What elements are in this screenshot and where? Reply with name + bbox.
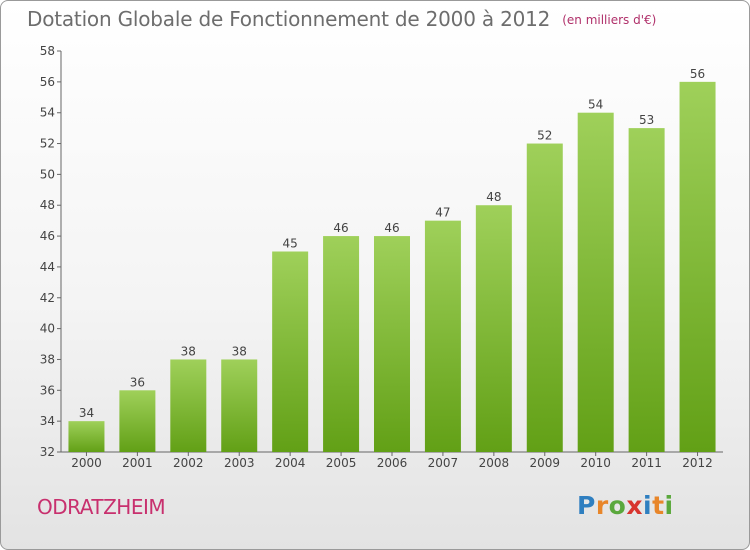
x-tick-label: 2009 <box>529 456 560 470</box>
bar <box>374 236 410 452</box>
y-tick-label: 54 <box>40 106 55 120</box>
logo-letter: o <box>608 491 627 520</box>
y-tick-label: 36 <box>40 383 55 397</box>
x-tick-label: 2002 <box>173 456 204 470</box>
y-tick-label: 46 <box>40 229 55 243</box>
bar <box>68 421 105 452</box>
y-tick-label: 56 <box>40 75 55 89</box>
proxiti-logo[interactable]: Proxiti <box>577 491 674 520</box>
bar-value-label: 48 <box>486 190 501 204</box>
bar-value-label: 46 <box>333 221 348 235</box>
logo-letter: i <box>643 491 653 520</box>
bar-value-label: 52 <box>537 129 552 143</box>
y-tick-label: 50 <box>40 167 55 181</box>
bar-value-label: 38 <box>181 344 196 358</box>
y-tick-label: 34 <box>40 414 55 428</box>
y-tick-label: 44 <box>40 260 55 274</box>
logo-letter: r <box>595 491 609 520</box>
bar <box>628 128 665 452</box>
x-tick-label: 2012 <box>682 456 713 470</box>
bar <box>526 143 563 453</box>
x-tick-label: 2008 <box>479 456 510 470</box>
logo-letter: P <box>577 491 596 520</box>
y-tick-label: 38 <box>40 352 55 366</box>
x-tick-label: 2007 <box>428 456 459 470</box>
y-tick-label: 52 <box>40 137 55 151</box>
x-tick-label: 2005 <box>326 456 357 470</box>
bar <box>323 236 360 452</box>
bar <box>272 251 309 452</box>
y-tick-label: 58 <box>40 44 55 58</box>
y-tick-label: 42 <box>40 291 55 305</box>
logo-letter: i <box>664 491 674 520</box>
bar <box>170 359 207 452</box>
y-tick-label: 48 <box>40 198 55 212</box>
bar <box>424 220 461 452</box>
x-tick-label: 2001 <box>122 456 153 470</box>
bar-value-label: 54 <box>588 98 603 112</box>
x-tick-label: 2010 <box>580 456 611 470</box>
commune-name: ODRATZHEIM <box>37 495 166 519</box>
y-tick-label: 40 <box>40 322 55 336</box>
bar <box>119 390 156 452</box>
bar <box>475 205 512 452</box>
y-tick-label: 32 <box>40 445 55 459</box>
bar-value-label: 56 <box>690 67 705 81</box>
bar-value-label: 38 <box>232 344 247 358</box>
bar <box>577 112 614 452</box>
logo-letter: t <box>652 491 665 520</box>
bar <box>221 359 258 452</box>
bar-value-label: 47 <box>435 206 450 220</box>
bar-value-label: 36 <box>130 375 145 389</box>
bar <box>679 81 716 452</box>
x-tick-label: 2011 <box>631 456 662 470</box>
chart-title: Dotation Globale de Fonctionnement de 20… <box>27 7 656 31</box>
x-tick-label: 2004 <box>275 456 306 470</box>
x-tick-label: 2003 <box>224 456 255 470</box>
chart-unit-note: (en milliers d'€) <box>562 13 657 27</box>
x-tick-label: 2000 <box>71 456 102 470</box>
chart-title-text: Dotation Globale de Fonctionnement de 20… <box>27 7 551 31</box>
bar-value-label: 46 <box>384 221 399 235</box>
bar-value-label: 53 <box>639 113 654 127</box>
bar-value-label: 45 <box>283 237 298 251</box>
bar-value-label: 34 <box>79 406 94 420</box>
logo-letter: x <box>626 491 643 520</box>
x-tick-label: 2006 <box>377 456 408 470</box>
